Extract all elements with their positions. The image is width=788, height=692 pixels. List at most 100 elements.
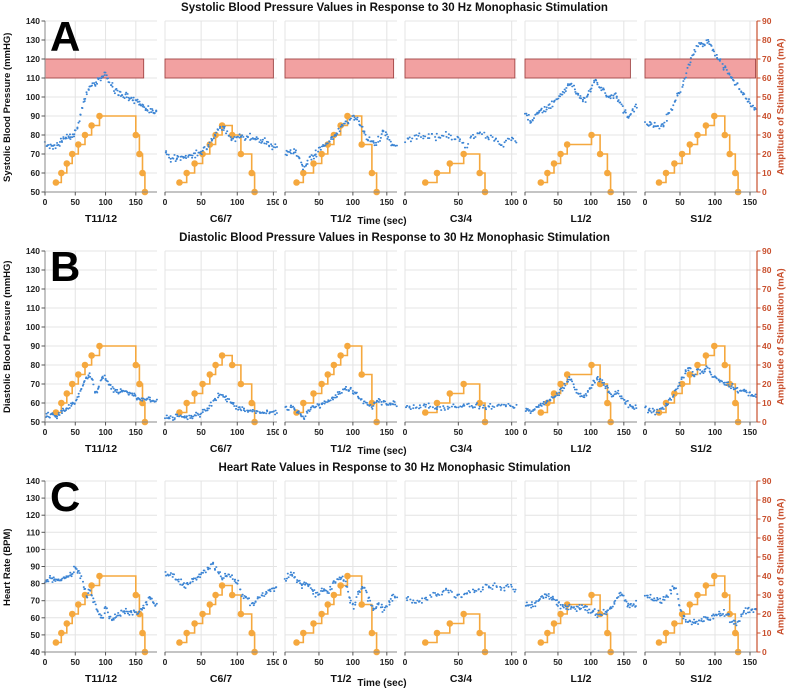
site-label-S1/2: S1/2 bbox=[690, 673, 712, 685]
stim-amplitude-marker bbox=[139, 169, 146, 177]
site-label-L1/2: L1/2 bbox=[570, 443, 592, 455]
stim-amplitude-marker bbox=[537, 409, 545, 416]
site-label-S1/2: S1/2 bbox=[690, 443, 712, 455]
stim-amplitude-marker bbox=[218, 582, 226, 589]
stim-amplitude-marker bbox=[446, 160, 454, 167]
y-axis-label-heart-rate: Heart Rate (BPM) bbox=[2, 528, 13, 606]
subplot-cell-B-T1/2: 0 50 100 150 T1/2 bbox=[283, 245, 399, 455]
svg-text:50: 50 bbox=[71, 427, 81, 437]
scatter-series bbox=[524, 376, 638, 414]
svg-text:0: 0 bbox=[762, 417, 767, 427]
stim-amplitude-marker bbox=[694, 361, 701, 369]
svg-text:100: 100 bbox=[584, 657, 598, 667]
subplot-cell-B-C3/4: 0 50 100 C3/4 bbox=[403, 245, 519, 455]
stim-amplitude-marker bbox=[337, 122, 344, 129]
stim-amplitude-marker bbox=[702, 582, 710, 589]
scatter-series bbox=[643, 585, 758, 627]
stim-amplitude-marker bbox=[686, 371, 694, 378]
panel-title-heart-rate: Heart Rate Values in Response to 30 Hz M… bbox=[218, 462, 571, 474]
site-label-L1/2: L1/2 bbox=[570, 673, 592, 685]
stim-amplitude-marker bbox=[74, 141, 82, 148]
subplot-C-L1/2: 0 50 100 150 bbox=[523, 480, 638, 667]
target-band bbox=[44, 58, 145, 79]
svg-text:150: 150 bbox=[266, 427, 279, 437]
subplot-cell-C-S1/2: 0 50 100 150 0 10 20 30 40 50 60 70 80 90 S1/2 bbox=[643, 475, 773, 685]
subplot-C-T1/2: 0 50 100 150 bbox=[283, 480, 399, 667]
right-axis-label-a: Amplitude of Stimulation (mA) bbox=[775, 38, 787, 176]
svg-text:140: 140 bbox=[26, 16, 40, 26]
stim-amplitude-marker bbox=[604, 629, 611, 637]
stim-amplitude-marker bbox=[74, 601, 82, 608]
stim-amplitude-marker bbox=[671, 620, 678, 627]
stim-amplitude-marker bbox=[228, 591, 236, 599]
stim-amplitude-marker bbox=[421, 639, 429, 646]
panel-letter-a: A bbox=[50, 13, 81, 60]
stim-amplitude-marker bbox=[206, 601, 214, 608]
svg-text:0: 0 bbox=[43, 657, 48, 667]
svg-text:150: 150 bbox=[266, 657, 279, 667]
stim-amplitude-marker bbox=[212, 591, 219, 599]
svg-text:120: 120 bbox=[26, 284, 40, 294]
svg-text:60: 60 bbox=[31, 398, 41, 408]
stim-amplitude-marker bbox=[293, 179, 300, 186]
scatter-series bbox=[404, 131, 518, 149]
svg-text:50: 50 bbox=[454, 427, 464, 437]
scatter-series bbox=[164, 392, 278, 421]
svg-text:100: 100 bbox=[346, 657, 360, 667]
stim-amplitude-marker bbox=[139, 629, 146, 637]
stim-amplitude-marker bbox=[588, 591, 595, 599]
svg-text:30: 30 bbox=[762, 360, 772, 370]
svg-text:0: 0 bbox=[163, 427, 168, 437]
svg-text:50: 50 bbox=[553, 197, 563, 207]
stim-amplitude-marker bbox=[596, 150, 604, 158]
svg-text:150: 150 bbox=[129, 197, 143, 207]
svg-text:100: 100 bbox=[505, 427, 519, 437]
subplot-cell-A-C3/4: 0 50 100 C3/4 bbox=[403, 15, 519, 225]
site-label-C3/4: C3/4 bbox=[449, 443, 473, 455]
site-label-C6/7: C6/7 bbox=[209, 213, 233, 225]
subplot-B-L1/2: 0 50 100 150 bbox=[523, 250, 638, 437]
stim-amplitude-marker bbox=[557, 610, 564, 618]
stim-amplitude-marker bbox=[81, 361, 89, 369]
stim-amplitude-marker bbox=[139, 399, 146, 407]
svg-text:150: 150 bbox=[743, 427, 757, 437]
svg-text:70: 70 bbox=[31, 596, 41, 606]
svg-text:80: 80 bbox=[762, 495, 772, 505]
site-label-T1/2: T1/2 bbox=[330, 673, 352, 685]
site-label-L1/2: L1/2 bbox=[570, 213, 592, 225]
stim-amplitude-marker bbox=[544, 169, 551, 177]
stim-amplitude-marker bbox=[544, 399, 551, 407]
subplot-cell-A-L1/2: 0 50 100 150 L1/2 bbox=[523, 15, 639, 225]
target-band bbox=[284, 58, 395, 79]
svg-text:100: 100 bbox=[26, 322, 40, 332]
stim-amplitude-marker bbox=[368, 169, 376, 177]
stim-amplitude-marker bbox=[96, 112, 103, 120]
svg-text:0: 0 bbox=[163, 657, 168, 667]
svg-text:50: 50 bbox=[314, 197, 324, 207]
subplot-cell-B-S1/2: 0 50 100 150 0 10 20 30 40 50 60 70 80 90 S1/2 bbox=[643, 245, 773, 455]
stim-amplitude-marker bbox=[662, 629, 670, 637]
stim-amplitude-marker bbox=[421, 409, 429, 416]
stim-amplitude-marker bbox=[318, 380, 325, 388]
svg-text:120: 120 bbox=[26, 510, 40, 520]
stim-amplitude-marker bbox=[711, 112, 718, 120]
svg-text:20: 20 bbox=[762, 609, 772, 619]
site-label-C3/4: C3/4 bbox=[449, 213, 473, 225]
stim-amplitude-marker bbox=[604, 399, 611, 407]
subplot-cell-C-C3/4: 0 50 100 C3/4 bbox=[403, 475, 519, 685]
scatter-series bbox=[524, 78, 638, 124]
stim-amplitude-marker bbox=[358, 371, 366, 378]
svg-text:150: 150 bbox=[380, 427, 394, 437]
target-band bbox=[164, 58, 274, 79]
right-axis-label-c: Amplitude of Stimulation (mA) bbox=[775, 498, 787, 636]
stim-amplitude-marker bbox=[191, 390, 198, 397]
svg-text:90: 90 bbox=[762, 16, 772, 26]
stim-amplitude-marker bbox=[212, 361, 219, 369]
stim-amplitude-marker bbox=[300, 169, 307, 177]
stim-amplitude-marker bbox=[476, 629, 483, 637]
stim-amplitude-marker bbox=[678, 380, 686, 388]
svg-text:90: 90 bbox=[762, 246, 772, 256]
target-band bbox=[644, 58, 757, 79]
svg-text:150: 150 bbox=[380, 657, 394, 667]
